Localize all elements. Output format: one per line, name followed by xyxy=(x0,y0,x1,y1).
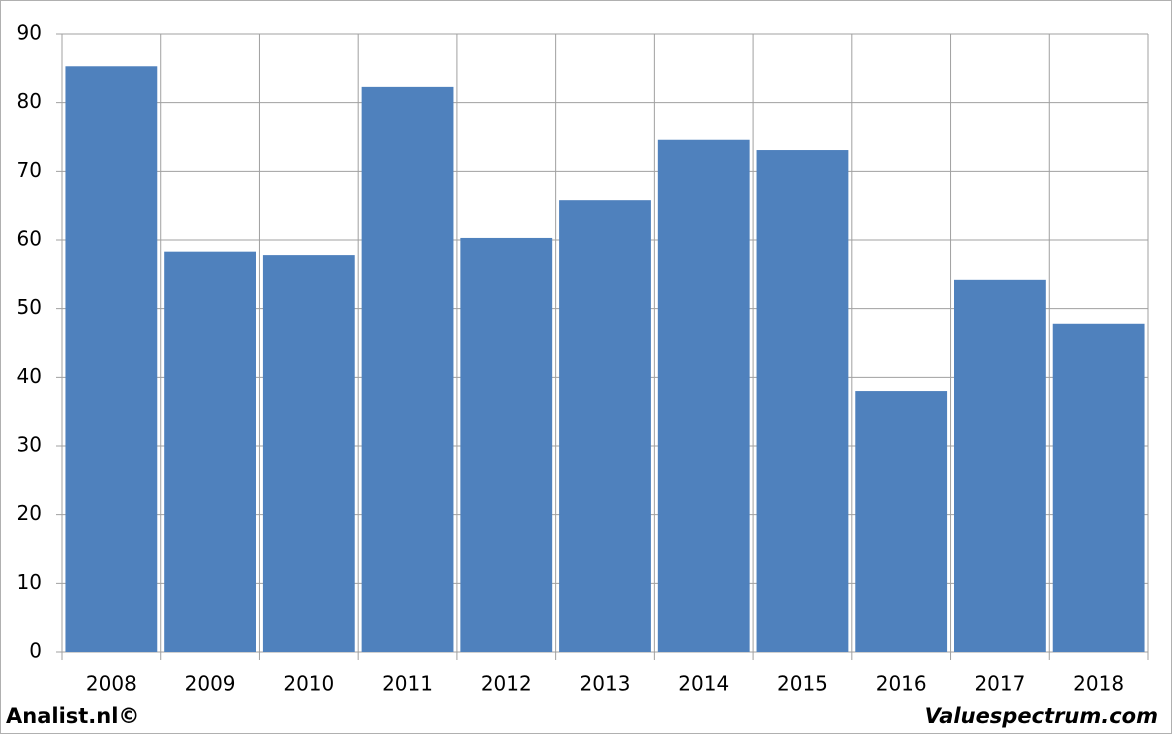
x-tick-label: 2018 xyxy=(1073,672,1124,696)
x-tick-label: 2010 xyxy=(283,672,334,696)
x-tick-label: 2015 xyxy=(777,672,828,696)
y-tick-label: 50 xyxy=(17,295,42,319)
x-tick-label: 2017 xyxy=(974,672,1025,696)
bar xyxy=(65,66,158,653)
bar xyxy=(559,200,651,652)
y-tick-label: 30 xyxy=(17,433,42,457)
x-tick-label: 2008 xyxy=(86,672,137,696)
bar xyxy=(756,150,849,652)
y-tick-label: 0 xyxy=(29,639,42,663)
y-tick-label: 70 xyxy=(17,158,42,182)
y-tick-label: 10 xyxy=(17,570,42,594)
bar xyxy=(954,279,1046,652)
bar xyxy=(1052,323,1145,652)
y-tick-label: 90 xyxy=(17,21,42,45)
bar xyxy=(460,237,553,652)
x-tick-label: 2016 xyxy=(876,672,927,696)
bar xyxy=(262,255,355,652)
x-tick-label: 2011 xyxy=(382,672,433,696)
y-tick-label: 20 xyxy=(17,501,42,525)
x-tick-label: 2009 xyxy=(185,672,236,696)
bar xyxy=(855,391,948,652)
x-tick-label: 2012 xyxy=(481,672,532,696)
y-tick-label: 60 xyxy=(17,227,42,251)
footer-left: Analist.nl© xyxy=(6,704,139,728)
x-tick-label: 2014 xyxy=(678,672,729,696)
bar xyxy=(361,86,454,652)
y-tick-label: 80 xyxy=(17,89,42,113)
footer-right: Valuespectrum.com xyxy=(925,704,1158,728)
bar xyxy=(164,251,256,652)
bar xyxy=(657,139,750,652)
y-tick-label: 40 xyxy=(17,364,42,388)
x-tick-label: 2013 xyxy=(580,672,631,696)
